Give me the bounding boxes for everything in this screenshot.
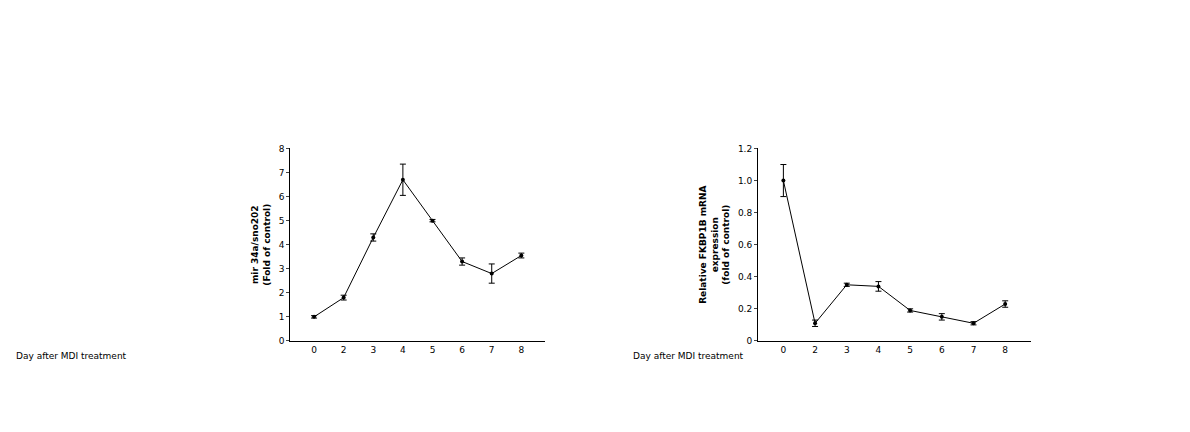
svg-text:5: 5 [279,216,285,226]
svg-text:0: 0 [746,336,752,346]
svg-text:8: 8 [1002,345,1008,355]
svg-text:8: 8 [518,345,524,355]
svg-text:3: 3 [279,264,285,274]
svg-text:2: 2 [279,288,285,298]
svg-text:1: 1 [279,312,285,322]
svg-text:4: 4 [876,345,882,355]
svg-text:1.2: 1.2 [738,144,752,154]
svg-text:0: 0 [781,345,787,355]
svg-text:4: 4 [279,240,285,250]
svg-text:8: 8 [279,144,285,154]
svg-text:7: 7 [279,168,285,178]
svg-text:3: 3 [370,345,376,355]
svg-text:1.0: 1.0 [738,176,753,186]
svg-text:6: 6 [459,345,465,355]
svg-text:Day after MDI treatment: Day after MDI treatment [16,351,127,361]
svg-text:4: 4 [400,345,406,355]
svg-text:6: 6 [939,345,945,355]
svg-text:7: 7 [489,345,495,355]
svg-text:Relative FKBP1B mRNAexpression: Relative FKBP1B mRNAexpression(fold of c… [698,186,731,304]
svg-text:Day after MDI treatment: Day after MDI treatment [633,351,744,361]
svg-text:2: 2 [812,345,818,355]
svg-text:0.2: 0.2 [738,304,752,314]
svg-text:6: 6 [279,192,285,202]
svg-text:0.6: 0.6 [738,240,753,250]
svg-text:3: 3 [844,345,850,355]
svg-text:mir 34a/sno202(Fold of control: mir 34a/sno202(Fold of control) [250,204,272,286]
svg-text:2: 2 [341,345,347,355]
svg-text:7: 7 [971,345,977,355]
svg-text:5: 5 [907,345,913,355]
svg-text:5: 5 [430,345,436,355]
svg-text:0.4: 0.4 [738,272,753,282]
svg-text:0: 0 [311,345,317,355]
svg-text:0: 0 [279,336,285,346]
svg-text:0.8: 0.8 [738,208,753,218]
